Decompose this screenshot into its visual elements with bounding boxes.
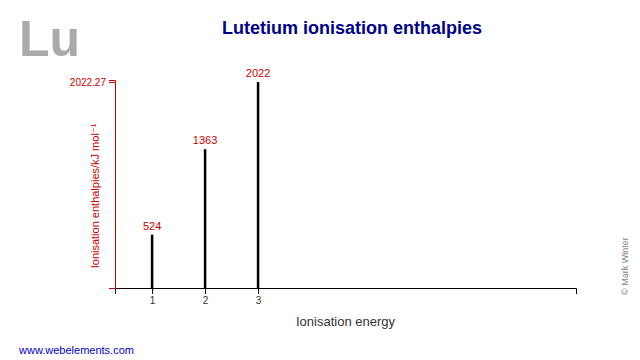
bar [204,149,207,288]
x-axis-line [116,289,577,295]
x-axis-title: Ionisation energy [296,314,396,329]
element-symbol: Lu [19,11,80,67]
plot-area: 1 2 3 2022.27 524 1363 2022 [70,67,577,306]
y-tick-label: 2022.27 [70,77,107,88]
x-tick-mark [258,288,259,294]
x-tick: 3 [256,288,262,306]
x-tick: 1 [150,288,156,306]
data-labels: 524 1363 2022 [143,67,270,232]
data-label: 1363 [193,134,217,146]
data-label: 2022 [246,67,270,79]
copyright: © Mark Winter [620,237,630,295]
bar [151,235,154,288]
y-axis-title: Ionisation enthalpies/kJ mol⁻¹ [89,123,101,268]
marks [152,82,258,288]
chart-svg: 1 2 3 2022.27 524 1363 2022 Ionisation energy Io… [0,0,640,360]
x-tick-mark [152,288,153,294]
x-tick-label: 2 [203,295,209,306]
y-axis: 2022.27 [70,77,116,289]
y-axis-line [109,81,116,289]
data-label: 524 [143,220,161,232]
x-tick-label: 1 [150,295,156,306]
x-tick-label: 3 [256,295,262,306]
y-tick: 2022.27 [70,77,115,88]
x-axis: 1 2 3 [116,288,577,306]
x-tick-mark [205,288,206,294]
y-tick-mark [109,82,115,83]
bar [257,82,260,288]
title: Lutetium ionisation enthalpies [222,18,482,38]
website: www.webelements.com [18,344,134,356]
x-tick: 2 [203,288,209,306]
